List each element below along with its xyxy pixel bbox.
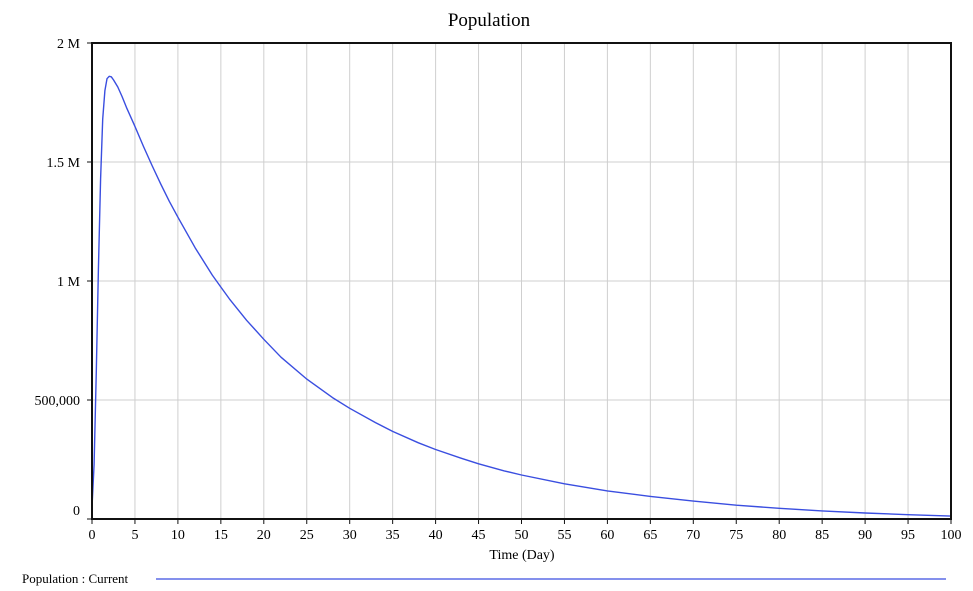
x-tick-label: 70 — [686, 528, 700, 543]
series-line — [91, 75, 952, 517]
x-tick-label: 65 — [643, 528, 657, 543]
x-tick-label: 80 — [772, 528, 786, 543]
x-tick-label: 5 — [131, 528, 138, 543]
x-tick-label: 100 — [941, 528, 962, 543]
y-tick-label: 0 — [73, 504, 80, 519]
x-tick-label: 85 — [815, 528, 829, 543]
y-tick-label: 1 M — [57, 275, 81, 290]
legend-label: Population : Current — [22, 571, 129, 586]
x-tick-label: 10 — [171, 528, 185, 543]
x-tick-label: 95 — [901, 528, 915, 543]
x-tick-label: 55 — [557, 528, 571, 543]
x-tick-label: 25 — [300, 528, 314, 543]
x-axis-label: Time (Day) — [489, 548, 555, 563]
y-tick-label: 2 M — [57, 37, 81, 52]
x-tick-label: 0 — [89, 528, 96, 543]
grid — [92, 43, 951, 519]
y-tick-label: 500,000 — [35, 394, 81, 409]
x-axis-ticks: 0 5 10 15 20 25 30 35 40 45 50 55 60 65 70 75 80 85 90 95 10… — [89, 519, 962, 543]
series-layer — [91, 75, 952, 517]
x-tick-label: 90 — [858, 528, 872, 543]
x-tick-label: 60 — [600, 528, 614, 543]
x-tick-label: 75 — [729, 528, 743, 543]
y-tick-label: 1.5 M — [47, 156, 81, 171]
legend: Population : Current — [22, 571, 946, 586]
x-tick-label: 15 — [214, 528, 228, 543]
x-tick-label: 20 — [257, 528, 271, 543]
x-tick-label: 35 — [386, 528, 400, 543]
x-tick-label: 40 — [429, 528, 443, 543]
x-tick-label: 30 — [343, 528, 357, 543]
y-axis-ticks: 0 500,000 1 M 1.5 M 2 M — [35, 37, 92, 520]
x-tick-label: 45 — [472, 528, 486, 543]
x-tick-label: 50 — [515, 528, 529, 543]
chart-title: Population — [448, 10, 531, 31]
